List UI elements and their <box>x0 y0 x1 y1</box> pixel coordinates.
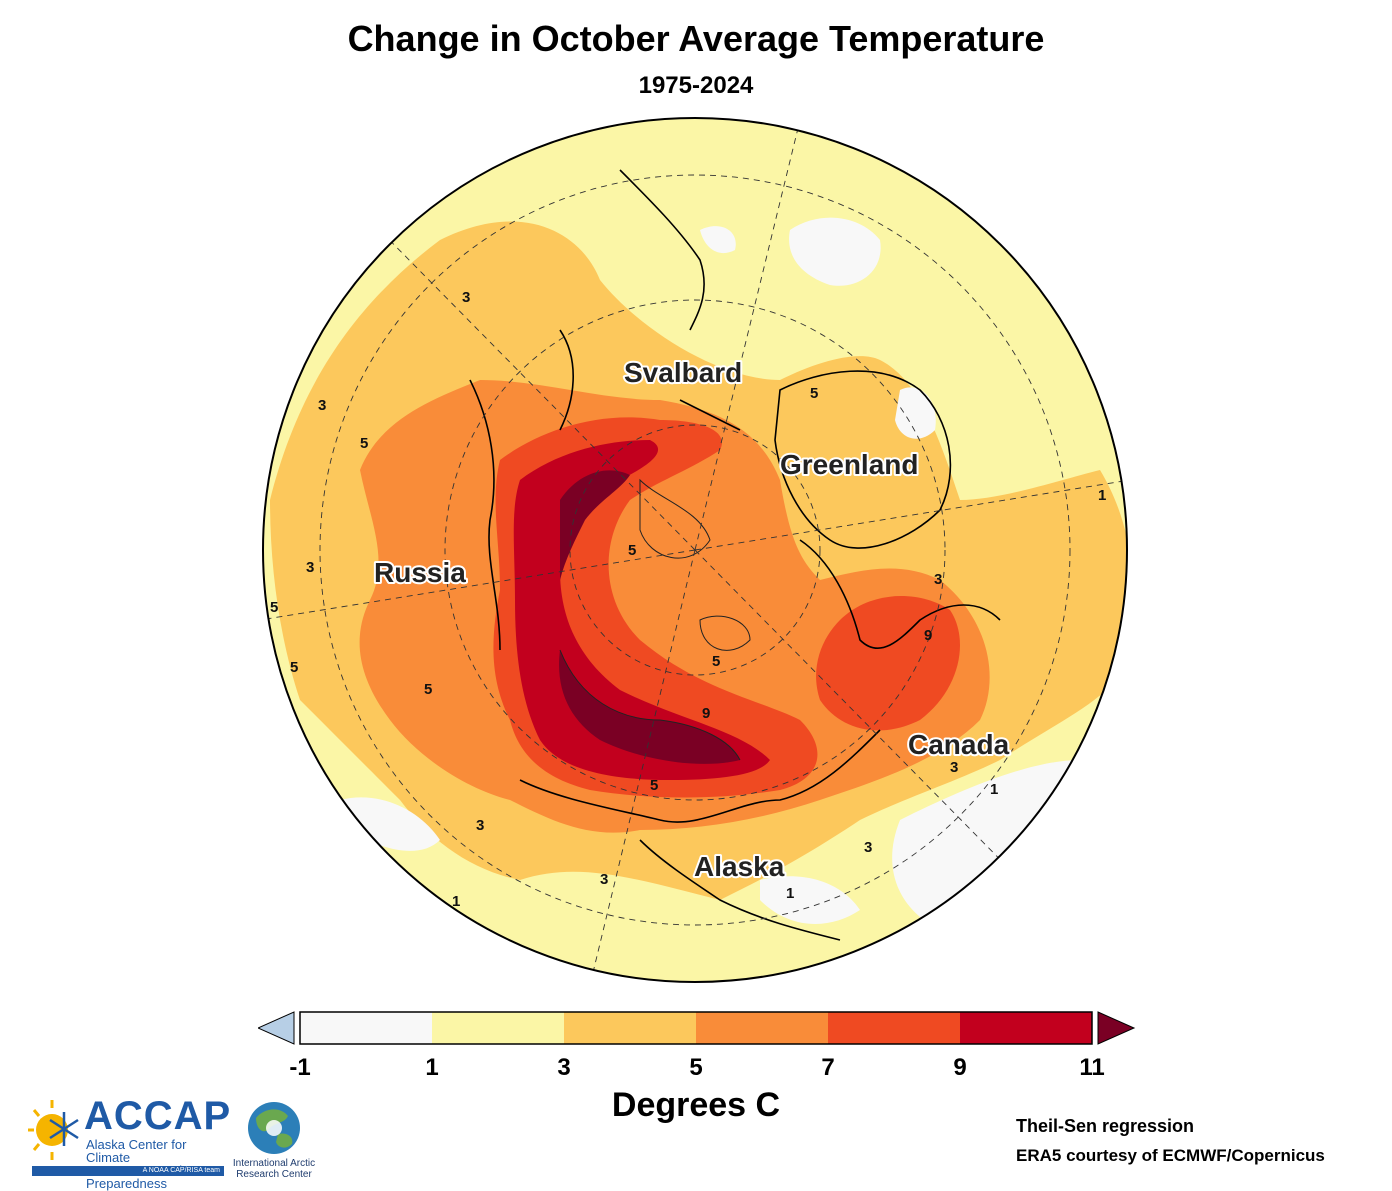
label-russia: Russia <box>374 557 466 588</box>
contour-label: 9 <box>924 627 932 644</box>
label-svalbard: Svalbard <box>624 357 742 388</box>
colorbar-bin <box>564 1012 696 1044</box>
coastlines <box>469 169 1001 941</box>
contour-label: 3 <box>950 759 958 776</box>
colorbar-label: Degrees C <box>611 1086 781 1124</box>
contour-label: 3 <box>934 571 942 588</box>
colorbar-tick: 7 <box>821 1054 835 1081</box>
band-over-11 <box>559 470 740 764</box>
contour-lines <box>559 478 751 761</box>
accap-name: ACCAP <box>84 1094 232 1138</box>
contour-label: 5 <box>650 777 658 794</box>
iarc-name: International Arctic Research Center <box>228 1158 320 1180</box>
colorbar-tick: 9 <box>953 1054 967 1081</box>
colorbar <box>258 1011 1136 1045</box>
iarc-logo: International Arctic Research Center <box>228 1100 316 1184</box>
contour-label: 3 <box>864 839 872 856</box>
contour-label: 1 <box>786 885 794 902</box>
colorbar-bin <box>696 1012 828 1044</box>
colorbar-tick: 11 <box>1079 1054 1105 1081</box>
contour-label: 3 <box>306 559 314 576</box>
graticule <box>263 119 1127 982</box>
band-7-9-canada <box>816 596 960 731</box>
label-canada: Canada <box>908 729 1010 760</box>
colorbar-over-arrow <box>1097 1011 1136 1045</box>
contour-label: 3 <box>600 871 608 888</box>
iarc-line1: International Arctic <box>232 1158 316 1169</box>
colorbar-bin <box>300 1012 432 1044</box>
colorbar-tick: 5 <box>689 1054 703 1081</box>
map-title: Change in October Average Temperature <box>347 18 1045 59</box>
polar-map: 3 3 5 5 5 5 5 5 9 9 5 3 3 3 3 5 3 1 1 1 … <box>262 117 1128 983</box>
colorbar-under-arrow <box>258 1011 295 1045</box>
contour-label: 5 <box>712 653 720 670</box>
label-greenland: Greenland <box>780 449 918 480</box>
accap-subtitle: Alaska Center for Climate Assessment and… <box>86 1138 224 1190</box>
contour-label: 3 <box>462 289 470 306</box>
contour-label: 5 <box>810 385 818 402</box>
sun-snowflake-icon <box>28 1100 79 1160</box>
contour-label: 3 <box>476 817 484 834</box>
accap-line1: Alaska Center for Climate <box>86 1137 187 1165</box>
colorbar-frame <box>299 1011 1093 1045</box>
colorbar-bin <box>432 1012 564 1044</box>
contour-label: 5 <box>424 681 432 698</box>
contour-label: 5 <box>290 659 298 676</box>
map-subtitle: 1975-2024 <box>638 72 754 99</box>
contour-label: 1 <box>990 781 998 798</box>
colorbar-tick: -1 <box>289 1054 311 1081</box>
map-border <box>262 117 1128 983</box>
iarc-line2: Research Center <box>236 1169 312 1180</box>
data-credit: ERA5 courtesy of ECMWF/Copernicus <box>1016 1146 1325 1165</box>
colorbar-tick: 3 <box>557 1054 571 1081</box>
contour-label: 9 <box>702 705 710 722</box>
contour-label: 3 <box>318 397 326 414</box>
colorbar-bin <box>960 1012 1092 1044</box>
contour-label: 1 <box>452 893 460 910</box>
method-credit: Theil-Sen regression <box>1016 1116 1195 1136</box>
colorbar-bin <box>828 1012 960 1044</box>
accap-logo: ACCAP Alaska Center for Climate Assessme… <box>26 1094 230 1190</box>
temperature-field <box>263 118 1127 982</box>
contour-label: 5 <box>270 599 278 616</box>
contour-label: 5 <box>628 542 636 559</box>
contour-label: 1 <box>1098 487 1106 504</box>
label-alaska: Alaska <box>694 851 785 882</box>
contour-value-labels: 3 3 5 5 5 5 5 5 9 9 5 3 3 3 3 5 3 1 1 1 … <box>270 289 1106 910</box>
colorbar-tick: 1 <box>425 1054 439 1081</box>
contour-label: 5 <box>360 435 368 452</box>
globe-icon <box>248 1102 300 1154</box>
accap-tagline: A NOAA CAP/RISA team <box>32 1166 224 1176</box>
